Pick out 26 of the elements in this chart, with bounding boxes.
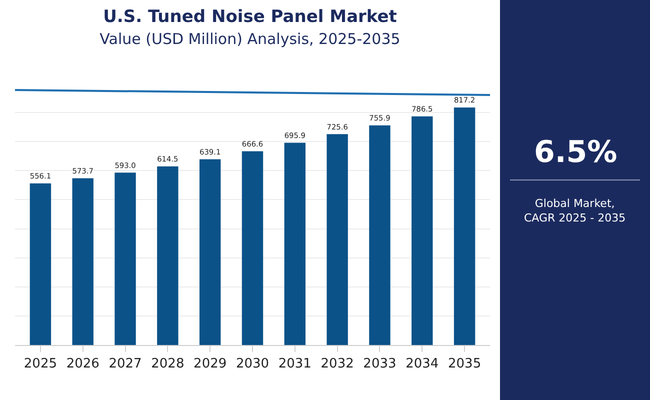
- x-tick-label: 2030: [236, 356, 270, 372]
- chart-title: U.S. Tuned Noise Panel Market: [103, 7, 397, 27]
- x-tick-label: 2027: [108, 356, 142, 372]
- chart-subtitle: Value (USD Million) Analysis, 2025-2035: [100, 30, 400, 48]
- bar: [454, 108, 476, 345]
- bar: [199, 159, 221, 345]
- x-tick-label: 2033: [363, 356, 396, 372]
- bar: [30, 183, 52, 345]
- x-tick-label: 2035: [448, 356, 482, 372]
- x-tick-label: 2034: [406, 356, 439, 372]
- bar: [242, 151, 264, 345]
- bar: [72, 178, 94, 345]
- bar: [326, 134, 348, 345]
- x-tick-label: 2026: [66, 356, 100, 372]
- bar: [157, 166, 178, 345]
- x-tick-label: 2032: [320, 356, 354, 372]
- bar: [412, 116, 433, 345]
- text: Global Market, CAGR 2025 - 2035: [524, 197, 626, 224]
- bar: [114, 172, 136, 345]
- x-tick-label: 2031: [278, 356, 312, 372]
- text: 6.5%: [534, 135, 618, 170]
- bar: [284, 142, 306, 345]
- bar: [369, 125, 390, 345]
- x-tick-label: 2028: [151, 356, 184, 372]
- x-tick-label: 2025: [24, 356, 57, 372]
- x-tick-label: 2029: [194, 356, 227, 372]
